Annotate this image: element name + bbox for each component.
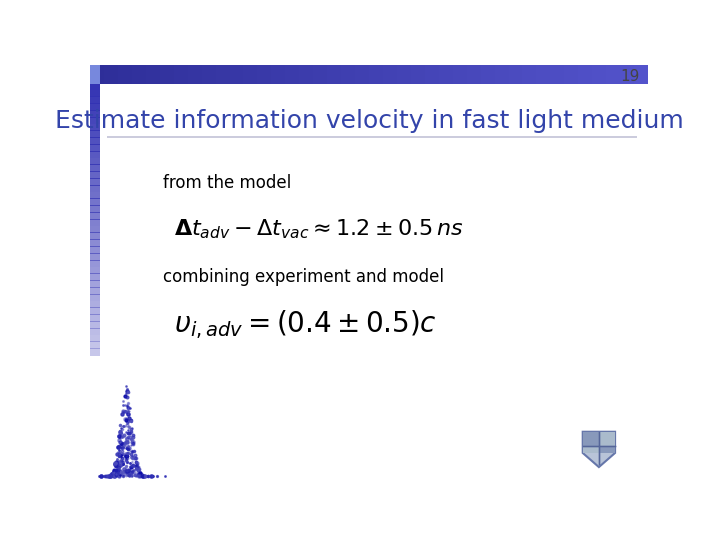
Bar (90, 246, 100, 254)
Bar (90, 96, 100, 104)
Bar (327, 65, 342, 84)
Bar (90, 103, 100, 111)
Bar (90, 253, 100, 260)
Bar (313, 65, 328, 84)
Bar (90, 314, 100, 322)
Bar (90, 117, 100, 124)
Bar (90, 205, 100, 213)
Bar (90, 287, 100, 295)
Bar (215, 65, 230, 84)
Bar (90, 178, 100, 186)
Bar (550, 65, 565, 84)
Polygon shape (599, 432, 615, 446)
Bar (90, 192, 100, 199)
Bar (425, 65, 440, 84)
Bar (90, 164, 100, 172)
Bar (411, 65, 426, 84)
Bar (90, 341, 100, 349)
Bar (132, 65, 147, 84)
Bar (230, 65, 245, 84)
Text: Estimate information velocity in fast light medium: Estimate information velocity in fast li… (55, 109, 683, 133)
Bar (258, 65, 272, 84)
Bar (564, 65, 580, 84)
Bar (508, 65, 523, 84)
Polygon shape (582, 432, 599, 446)
Bar (578, 65, 593, 84)
Bar (90, 219, 100, 226)
Bar (90, 307, 100, 315)
Bar (523, 65, 538, 84)
Text: $\upsilon_{i,adv} = (0.4 \pm 0.5)c$: $\upsilon_{i,adv} = (0.4 \pm 0.5)c$ (174, 308, 436, 341)
Bar (145, 65, 161, 84)
Bar (90, 294, 100, 301)
Bar (160, 65, 175, 84)
Bar (536, 65, 552, 84)
Bar (90, 83, 100, 90)
Bar (90, 239, 100, 247)
Bar (202, 65, 217, 84)
Bar (90, 65, 105, 84)
Bar (90, 171, 100, 179)
Bar (90, 335, 100, 342)
Bar (90, 267, 100, 274)
Text: $\mathbf{\Delta} t_{adv} - \Delta t_{vac} \approx 1.2 \pm 0.5\,\mathit{ns}$: $\mathbf{\Delta} t_{adv} - \Delta t_{vac… (174, 217, 463, 241)
Bar (90, 212, 100, 220)
Bar (453, 65, 468, 84)
Bar (341, 65, 356, 84)
Bar (634, 65, 649, 84)
Bar (369, 65, 384, 84)
Bar (90, 65, 100, 84)
Bar (271, 65, 287, 84)
Bar (188, 65, 203, 84)
Bar (90, 233, 100, 240)
Bar (467, 65, 482, 84)
Polygon shape (582, 446, 599, 453)
Bar (107, 136, 637, 138)
Bar (118, 65, 133, 84)
Bar (481, 65, 495, 84)
Bar (90, 260, 100, 267)
Bar (90, 90, 100, 97)
Bar (90, 144, 100, 152)
Bar (90, 185, 100, 192)
Bar (243, 65, 258, 84)
Bar (593, 65, 607, 84)
Bar (355, 65, 370, 84)
Bar (104, 65, 119, 84)
Bar (90, 280, 100, 288)
Bar (90, 151, 100, 158)
Bar (90, 124, 100, 131)
Bar (90, 158, 100, 165)
Bar (438, 65, 454, 84)
Bar (285, 65, 300, 84)
Polygon shape (582, 432, 615, 467)
Bar (90, 348, 100, 356)
Bar (174, 65, 189, 84)
Bar (90, 137, 100, 145)
Bar (90, 273, 100, 281)
Bar (620, 65, 635, 84)
Bar (397, 65, 412, 84)
Bar (90, 226, 100, 233)
Text: from the model: from the model (163, 174, 291, 192)
Bar (300, 65, 315, 84)
Bar (495, 65, 510, 84)
Polygon shape (599, 446, 615, 453)
Bar (90, 198, 100, 206)
Bar (90, 301, 100, 308)
Bar (90, 328, 100, 335)
Bar (606, 65, 621, 84)
Bar (90, 321, 100, 329)
Bar (90, 130, 100, 138)
Text: 19: 19 (620, 69, 639, 84)
Text: combining experiment and model: combining experiment and model (163, 268, 444, 286)
Bar (383, 65, 398, 84)
Bar (90, 110, 100, 118)
